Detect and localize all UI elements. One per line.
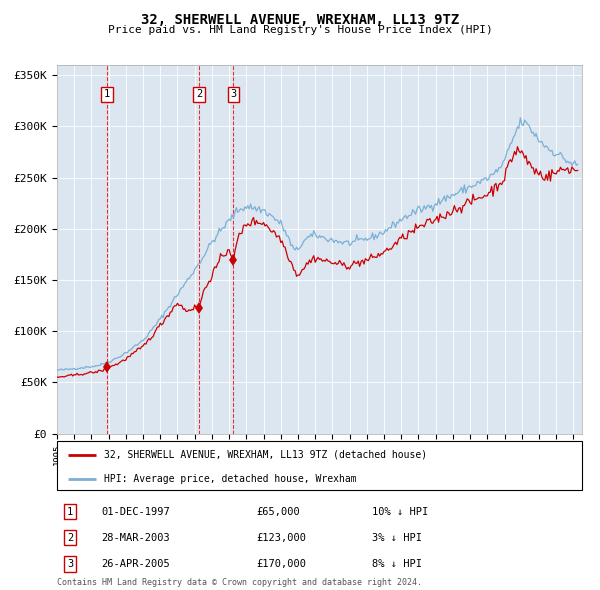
Text: £123,000: £123,000 bbox=[257, 533, 307, 543]
Text: Contains HM Land Registry data © Crown copyright and database right 2024.: Contains HM Land Registry data © Crown c… bbox=[57, 578, 422, 587]
Text: 26-APR-2005: 26-APR-2005 bbox=[101, 559, 170, 569]
Text: 3: 3 bbox=[67, 559, 73, 569]
Text: 2: 2 bbox=[196, 90, 202, 99]
Text: 2: 2 bbox=[67, 533, 73, 543]
Text: £65,000: £65,000 bbox=[257, 507, 300, 516]
Text: HPI: Average price, detached house, Wrexham: HPI: Average price, detached house, Wrex… bbox=[104, 474, 357, 484]
Text: 1: 1 bbox=[67, 507, 73, 516]
Text: 01-DEC-1997: 01-DEC-1997 bbox=[101, 507, 170, 516]
Text: 32, SHERWELL AVENUE, WREXHAM, LL13 9TZ (detached house): 32, SHERWELL AVENUE, WREXHAM, LL13 9TZ (… bbox=[104, 450, 427, 460]
FancyBboxPatch shape bbox=[57, 441, 582, 490]
Text: 3: 3 bbox=[230, 90, 236, 99]
Text: 1: 1 bbox=[104, 90, 110, 99]
Text: 32, SHERWELL AVENUE, WREXHAM, LL13 9TZ: 32, SHERWELL AVENUE, WREXHAM, LL13 9TZ bbox=[141, 13, 459, 27]
Text: 3% ↓ HPI: 3% ↓ HPI bbox=[372, 533, 422, 543]
Text: Price paid vs. HM Land Registry's House Price Index (HPI): Price paid vs. HM Land Registry's House … bbox=[107, 25, 493, 35]
Text: £170,000: £170,000 bbox=[257, 559, 307, 569]
Text: 10% ↓ HPI: 10% ↓ HPI bbox=[372, 507, 428, 516]
Text: 28-MAR-2003: 28-MAR-2003 bbox=[101, 533, 170, 543]
Text: 8% ↓ HPI: 8% ↓ HPI bbox=[372, 559, 422, 569]
